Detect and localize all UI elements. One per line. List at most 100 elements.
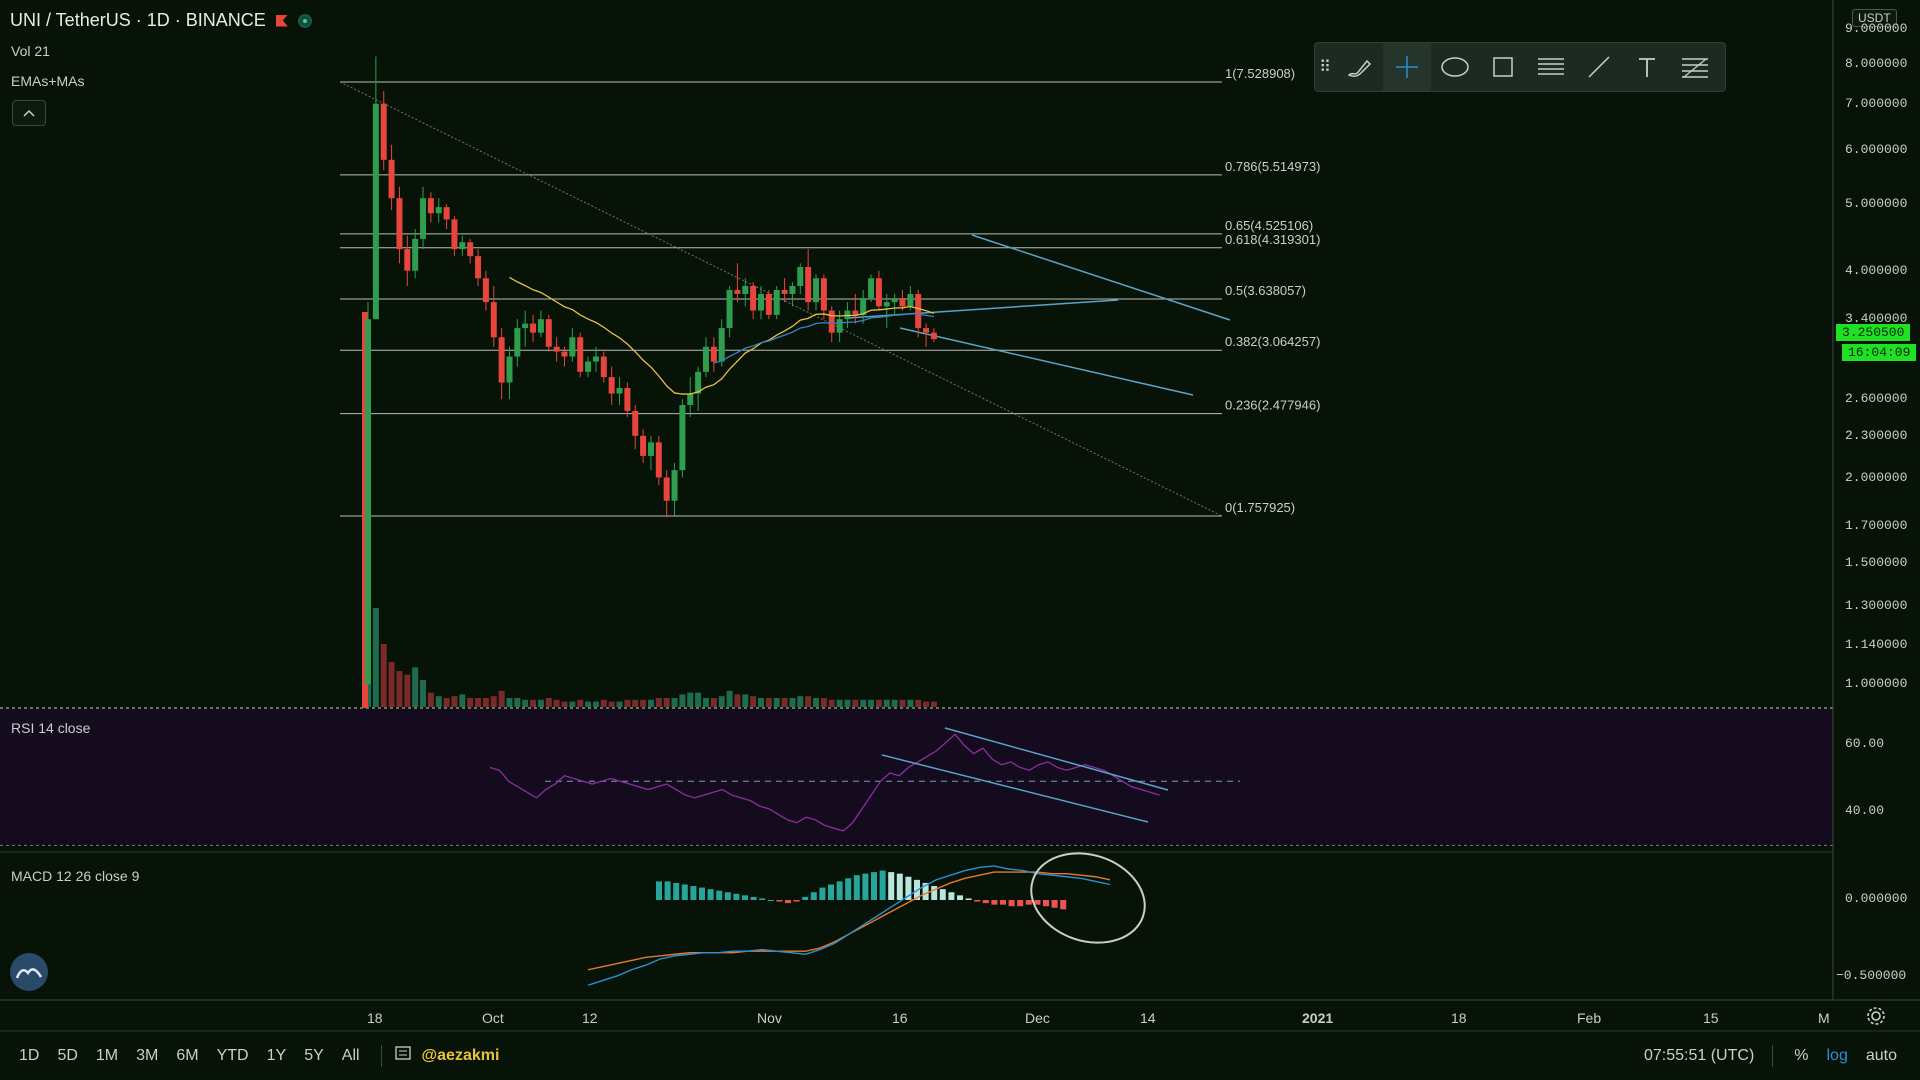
volume-bar [726,690,733,707]
macd-hist-bar [905,876,912,900]
candle-body [380,103,387,160]
volume-legend[interactable]: Vol 21 [11,43,50,59]
timeframe-1d[interactable]: 1D [19,1046,40,1064]
rsi-tick-40: 40.00 [1845,803,1885,818]
candle-body [585,361,592,372]
candle-body [765,293,772,315]
macd-legend[interactable]: MACD 12 26 close 9 [11,868,140,884]
fib-retracement[interactable]: 1(7.528908) 0.786(5.514973) 0.65(4.525106)… [339,66,1320,517]
volume-bar [883,699,890,707]
volume-bar [569,701,576,707]
timeframe-1m[interactable]: 1M [95,1046,119,1064]
symbol-header[interactable]: UNI / TetherUS · 1D · BINANCE [10,10,312,31]
candle-body [498,337,505,383]
rectangle-icon[interactable] [1479,43,1527,91]
percent-scale-toggle[interactable]: % [1794,1046,1809,1064]
volume-bar [655,698,662,707]
log-scale-toggle[interactable]: log [1826,1046,1848,1064]
volume-bar [750,696,757,707]
horizontal-lines-icon[interactable] [1527,43,1575,91]
volume-bar [710,698,717,707]
trend-line-icon[interactable] [1575,43,1623,91]
timeframe-ytd[interactable]: YTD [216,1046,249,1064]
candle-body [506,356,513,383]
tradingview-logo-icon[interactable] [10,953,48,991]
volume-bar [860,699,867,707]
timeframe-5d[interactable]: 5D [57,1046,78,1064]
volume-bar [600,699,607,707]
timeframe-3m[interactable]: 3M [136,1046,159,1064]
price-tick: 4.000000 [1845,262,1908,278]
candle-body [718,328,725,362]
timeframe-1y[interactable]: 1Y [266,1046,287,1064]
macd-hist-bar [759,898,766,900]
collapse-legend-button[interactable] [12,100,46,126]
candle-body [490,302,497,338]
price-tick: 1.300000 [1845,598,1908,614]
candle-body [875,278,882,307]
utc-clock[interactable]: 07:55:51 (UTC) [1644,1046,1755,1064]
ellipse-icon[interactable] [1431,43,1479,91]
volume-bar [907,699,914,707]
volume-bar [608,701,615,707]
volume-bar [388,662,395,707]
drawing-toolbar[interactable]: ⠿ [1314,42,1726,92]
candle-body [663,477,670,501]
timeframe-all[interactable]: All [341,1046,360,1064]
candle-body [624,387,631,411]
price-tick: 2.300000 [1845,427,1908,443]
currency-selector[interactable]: USDT [1852,9,1897,27]
macd-hist-bar [939,889,946,900]
candle-body [915,293,922,329]
volume-bar [742,694,749,707]
compare-icon[interactable] [394,1044,414,1067]
crosshair-icon[interactable] [1383,43,1431,91]
emas-legend[interactable]: EMAs+MAs [11,73,85,89]
macd-hist-bar [802,896,809,900]
candle-body [545,319,552,347]
drag-handle-icon[interactable]: ⠿ [1319,59,1331,76]
volume-bar [718,696,725,707]
macd-hist-bar [793,900,800,902]
volume-bar [420,680,427,707]
auto-scale-toggle[interactable]: auto [1865,1046,1897,1064]
rsi-legend[interactable]: RSI 14 close [11,720,91,736]
candle-body [592,356,599,362]
candle-body [702,346,709,372]
candle-body [773,289,780,315]
candle-body [577,337,584,372]
symbol-title[interactable]: UNI / TetherUS · 1D · BINANCE [10,10,266,30]
timeframe-5y[interactable]: 5Y [304,1046,324,1064]
author-link[interactable]: @aezakmi [421,1046,500,1064]
price-tick: 1.700000 [1845,517,1908,533]
candle-body [522,323,529,329]
time-tick: 18 [1451,1010,1467,1026]
brush-icon[interactable] [1335,43,1383,91]
candle-body [420,198,427,239]
volume-bar [404,674,411,707]
drawing-lines[interactable] [847,234,1231,396]
volume-bar [632,699,639,707]
text-icon[interactable] [1623,43,1671,91]
time-tick: Feb [1577,1010,1602,1026]
settings-gear-icon[interactable] [1866,1006,1886,1031]
macd-hist-bar [819,887,826,900]
timeframe-6m[interactable]: 6M [176,1046,199,1064]
time-tick: Oct [482,1010,504,1026]
moving-averages [509,276,935,395]
rsi-lower-trend [881,754,1149,823]
candle-body [427,198,434,214]
macd-hist-bar [879,870,886,900]
macd-hist-bar [1060,900,1067,910]
volume-bar [773,698,780,707]
volume-bar [490,696,497,707]
fib-retracement-icon[interactable] [1671,43,1719,91]
fib-level-label: 0.5(3.638057) [1225,283,1306,298]
volume-bar [758,698,764,707]
price-tick: 3.400000 [1845,311,1908,327]
volume-bar [530,699,537,707]
volume-bar [506,698,513,707]
volume-bar [435,696,442,707]
candle-body [899,298,906,307]
